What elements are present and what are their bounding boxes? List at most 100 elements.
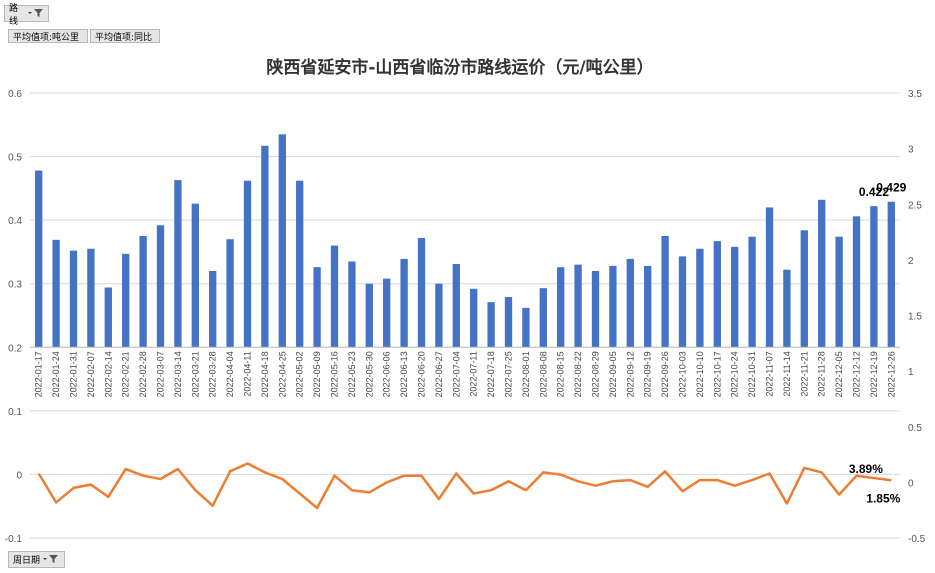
right-tick-label: 3.5 bbox=[908, 89, 922, 100]
price-bar bbox=[835, 236, 843, 348]
price-bar bbox=[870, 206, 878, 348]
price-bar bbox=[626, 258, 634, 348]
value-field-yoy-button[interactable]: 平均值项:同比 bbox=[90, 29, 160, 43]
price-bar bbox=[539, 288, 547, 348]
price-bar bbox=[678, 256, 687, 348]
category-label: 2022-06-06 bbox=[382, 351, 392, 397]
category-label: 2022-03-07 bbox=[156, 351, 166, 397]
price-bar bbox=[348, 261, 356, 348]
category-label: 2022-10-03 bbox=[678, 351, 688, 397]
value-field-yoy-label: 平均值项:同比 bbox=[95, 32, 153, 43]
route-filter-button[interactable]: 路线 bbox=[4, 4, 49, 27]
price-bar bbox=[609, 265, 617, 348]
category-label: 2022-01-24 bbox=[51, 351, 61, 397]
right-tick-label: 0.5 bbox=[908, 423, 922, 434]
price-bar bbox=[574, 264, 582, 348]
category-label: 2022-08-01 bbox=[521, 351, 531, 397]
category-label: 2022-10-10 bbox=[695, 351, 705, 397]
price-bar bbox=[296, 180, 304, 348]
right-tick-label: 1 bbox=[908, 367, 914, 378]
price-bar bbox=[69, 250, 78, 348]
value-field-ton-km-button[interactable]: 平均值项:吨公里 bbox=[8, 29, 88, 43]
category-label: 2022-04-11 bbox=[243, 351, 253, 396]
price-bar bbox=[191, 203, 199, 348]
week-date-field-label: 周日期 bbox=[13, 556, 41, 566]
left-tick-label: 0.3 bbox=[8, 280, 22, 291]
x-axis: 2022-01-17 2022-01-24 2022-01-31 2022-02-07… bbox=[30, 346, 900, 397]
price-bar bbox=[504, 297, 513, 348]
category-label: 2022-05-02 bbox=[295, 351, 305, 397]
category-label: 2022-11-14 bbox=[782, 351, 792, 396]
category-label: 2022-04-04 bbox=[225, 351, 235, 397]
category-label: 2022-12-05 bbox=[834, 351, 844, 397]
price-bar bbox=[696, 248, 704, 348]
price-bar bbox=[661, 236, 669, 348]
right-y-axis: -0.5 0 0.5 1 1.5 2 2.5 3 3.5 bbox=[908, 89, 926, 545]
price-bar bbox=[591, 271, 600, 348]
route-filter-label: 路线 bbox=[9, 3, 19, 27]
right-tick-label: 0 bbox=[908, 478, 914, 489]
category-label: 2022-09-05 bbox=[608, 351, 618, 397]
bar-data-label: 0.429 bbox=[876, 181, 906, 195]
category-label: 2022-01-31 bbox=[69, 351, 79, 397]
category-label: 2022-05-16 bbox=[330, 351, 340, 397]
filter-dropdown-icon bbox=[43, 554, 59, 566]
price-bar bbox=[487, 302, 495, 348]
left-tick-label: 0.4 bbox=[8, 216, 22, 227]
value-field-ton-km-label: 平均值项:吨公里 bbox=[13, 32, 80, 43]
price-bar bbox=[452, 264, 460, 348]
category-label: 2022-08-22 bbox=[573, 351, 583, 397]
category-label: 2022-09-12 bbox=[625, 351, 635, 397]
category-label: 2022-07-11 bbox=[469, 351, 479, 396]
category-label: 2022-12-19 bbox=[869, 351, 879, 397]
category-label: 2022-05-30 bbox=[364, 351, 374, 397]
price-bar bbox=[765, 207, 774, 348]
category-label: 2022-12-12 bbox=[852, 351, 862, 397]
line-data-label: 3.89% bbox=[849, 462, 883, 476]
price-bar bbox=[887, 201, 895, 348]
left-tick-label: 0.5 bbox=[8, 153, 22, 164]
category-label: 2022-08-29 bbox=[591, 351, 601, 397]
category-label: 2022-10-24 bbox=[730, 351, 740, 397]
price-bar bbox=[87, 248, 95, 348]
price-bar bbox=[557, 267, 565, 348]
price-bar bbox=[278, 134, 286, 348]
right-tick-label: 2.5 bbox=[908, 200, 922, 211]
category-label: 2022-08-08 bbox=[538, 351, 548, 397]
category-label: 2022-06-13 bbox=[399, 351, 409, 397]
category-label: 2022-11-28 bbox=[817, 351, 827, 396]
category-label: 2022-04-18 bbox=[260, 351, 270, 397]
right-tick-label: 1.5 bbox=[908, 312, 922, 323]
price-bar bbox=[365, 283, 373, 348]
price-bar bbox=[731, 246, 739, 348]
category-label: 2022-02-14 bbox=[103, 351, 113, 397]
price-bar bbox=[122, 253, 130, 348]
category-label: 2022-09-26 bbox=[660, 351, 670, 397]
category-label: 2022-01-17 bbox=[34, 351, 44, 397]
price-bar bbox=[261, 145, 269, 348]
price-bar bbox=[783, 269, 791, 348]
chart-title: 陕西省延安市-山西省临汾市路线运价（元/吨公里） bbox=[266, 57, 653, 78]
price-bar bbox=[156, 225, 165, 348]
price-bar bbox=[522, 307, 530, 348]
price-bar bbox=[52, 239, 60, 348]
category-label: 2022-07-04 bbox=[451, 351, 461, 397]
price-bar bbox=[417, 237, 426, 348]
category-label: 2022-10-17 bbox=[712, 351, 722, 397]
price-bar bbox=[435, 283, 443, 348]
price-bar bbox=[209, 271, 217, 348]
right-tick-label: 3 bbox=[908, 145, 914, 156]
category-label: 2022-03-14 bbox=[173, 351, 183, 397]
price-bar bbox=[748, 236, 756, 348]
category-label: 2022-07-25 bbox=[504, 351, 514, 397]
week-date-field-button[interactable]: 周日期 bbox=[8, 551, 65, 568]
price-bar bbox=[313, 267, 321, 348]
price-bar bbox=[852, 216, 861, 348]
left-y-axis: -0.1 0 0.1 0.2 0.3 0.4 0.5 0.6 bbox=[5, 89, 23, 545]
category-label: 2022-06-20 bbox=[417, 351, 427, 397]
right-tick-label: -0.5 bbox=[908, 534, 926, 545]
left-tick-label: 0.1 bbox=[8, 407, 22, 418]
price-bar bbox=[35, 170, 43, 348]
